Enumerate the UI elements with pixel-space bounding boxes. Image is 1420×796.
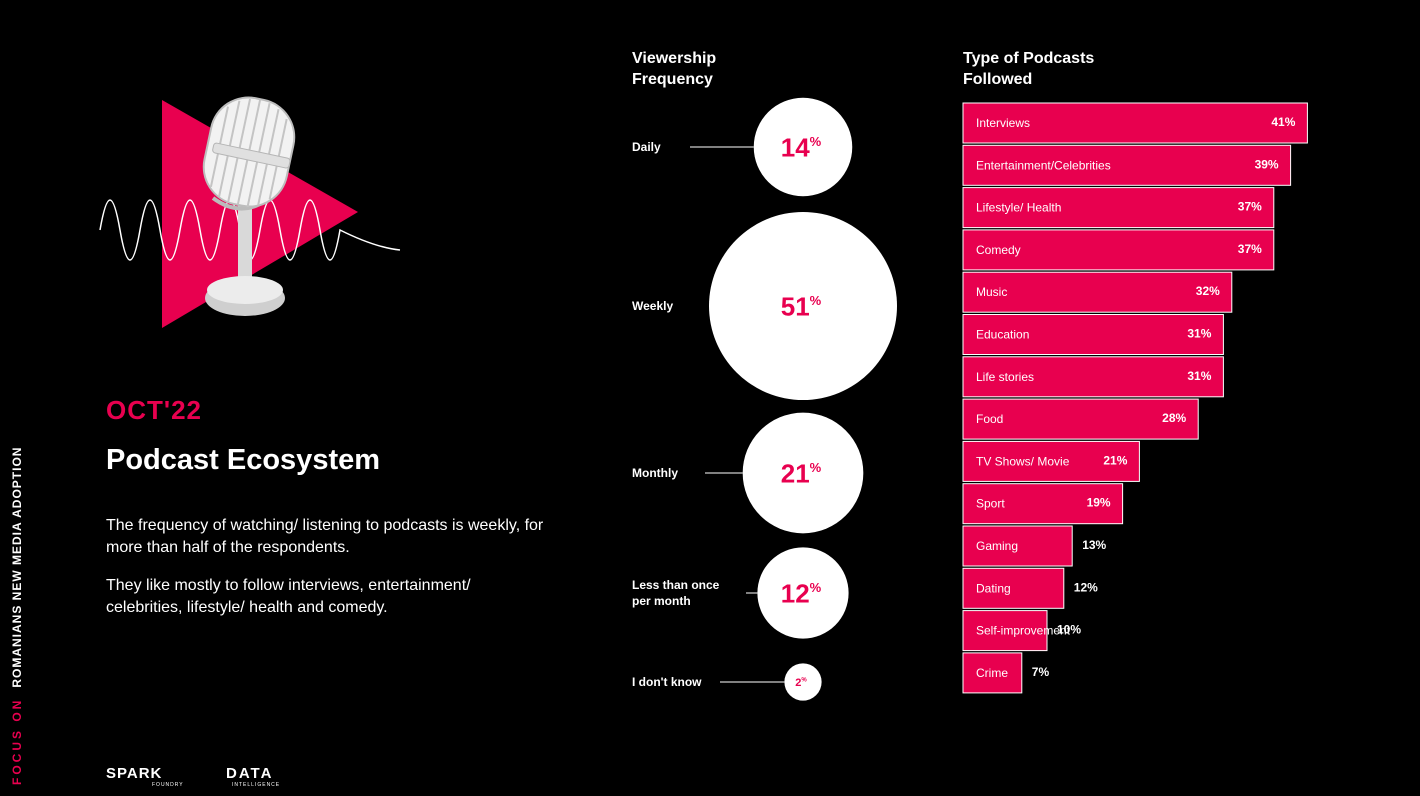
podcast-type-value-5: 31% <box>1187 327 1211 341</box>
podcast-type-label-8: TV Shows/ Movie <box>976 454 1070 468</box>
spark-logo-subtitle: FOUNDRY <box>152 782 184 788</box>
podcast-type-label-4: Music <box>976 285 1007 299</box>
frequency-label-0: Daily <box>632 140 661 154</box>
podcast-type-value-7: 28% <box>1162 411 1186 425</box>
podcast-type-label-1: Entertainment/Celebrities <box>976 158 1111 172</box>
frequency-bubble-0 <box>753 97 853 197</box>
frequency-value-2: 21% <box>781 458 822 488</box>
podcast-type-value-12: 10% <box>1057 623 1081 637</box>
summary-paragraph-1: The frequency of watching/ listening to … <box>106 517 544 556</box>
data-logo: DATA <box>226 765 274 782</box>
podcast-type-bar-6 <box>962 356 1224 398</box>
podcast-type-label-2: Lifestyle/ Health <box>976 201 1061 215</box>
podcast-type-label-9: Sport <box>976 497 1005 511</box>
spark-logo: SPARK <box>106 765 163 782</box>
podcast-type-bar-1 <box>962 144 1292 186</box>
podcast-type-bar-3 <box>962 229 1275 271</box>
podcast-type-bar-13 <box>962 652 1023 694</box>
podcast-type-bar-4 <box>962 271 1233 313</box>
summary-paragraph-2: They like mostly to follow interviews, e… <box>106 577 471 616</box>
podcast-type-label-6: Life stories <box>976 370 1034 384</box>
podcast-type-value-0: 41% <box>1271 115 1295 129</box>
frequency-bubble-chart: Daily 14% Weekly 51% Monthly 21% Less than onc… <box>632 97 897 701</box>
podcast-type-label-13: Crime <box>976 666 1008 680</box>
podcast-type-bar-9 <box>962 483 1124 525</box>
podcast-type-value-1: 39% <box>1255 157 1279 171</box>
podcast-type-value-9: 19% <box>1087 496 1111 510</box>
date-label: OCT'22 <box>106 395 202 425</box>
frequency-bubble-2 <box>742 412 864 534</box>
podcast-type-label-10: Gaming <box>976 539 1018 553</box>
podcast-type-label-0: Interviews <box>976 116 1030 130</box>
page-title: Podcast Ecosystem <box>106 444 381 476</box>
frequency-value-0: 14% <box>781 132 822 162</box>
podcast-type-value-3: 37% <box>1238 242 1262 256</box>
microphone-illustration <box>99 96 401 328</box>
podcast-type-value-11: 12% <box>1074 580 1098 594</box>
frequency-bubble-3 <box>757 547 849 639</box>
podcast-type-label-11: Dating <box>976 581 1011 595</box>
podcast-type-value-10: 13% <box>1082 538 1106 552</box>
frequency-value-3: 12% <box>781 578 822 608</box>
side-label-focus: FOCUS ON <box>10 697 24 785</box>
podcast-type-bar-0 <box>962 102 1308 144</box>
side-label: FOCUS ON ROMANIANS NEW MEDIA ADOPTION <box>10 447 24 785</box>
data-logo-subtitle: INTELLIGENCE <box>232 782 281 788</box>
frequency-value-4: 2% <box>795 677 807 689</box>
podcast-type-label-12: Self-improvement <box>976 624 1071 638</box>
frequency-label-3: Less than once per month <box>632 578 720 608</box>
frequency-chart-title: Viewership Frequency <box>632 50 717 88</box>
podcast-type-chart-title: Type of Podcasts Followed <box>963 50 1095 88</box>
podcast-type-value-6: 31% <box>1187 369 1211 383</box>
podcast-type-bar-11 <box>962 567 1065 609</box>
podcast-type-bar-12 <box>962 610 1048 652</box>
frequency-label-4: I don't know <box>632 675 702 689</box>
podcast-type-label-7: Food <box>976 412 1003 426</box>
podcast-type-value-4: 32% <box>1196 284 1220 298</box>
podcast-type-bar-8 <box>962 440 1140 482</box>
frequency-label-2: Monthly <box>632 466 678 480</box>
podcast-type-value-2: 37% <box>1238 200 1262 214</box>
podcast-type-bar-7 <box>962 398 1199 440</box>
frequency-bubble-4 <box>784 663 822 701</box>
frequency-value-1: 51% <box>781 291 822 321</box>
frequency-label-1: Weekly <box>632 299 673 313</box>
microphone-icon <box>202 96 296 316</box>
podcast-type-label-5: Education <box>976 328 1029 342</box>
podcast-type-bar-2 <box>962 187 1275 229</box>
side-label-rest: ROMANIANS NEW MEDIA ADOPTION <box>10 446 24 688</box>
frequency-bubble-1 <box>709 212 897 400</box>
podcast-type-bar-chart: Interviews 41% Entertainment/Celebrities 39… <box>962 102 1308 694</box>
podcast-type-label-3: Comedy <box>976 243 1021 257</box>
podcast-type-value-8: 21% <box>1103 453 1127 467</box>
podcast-type-bar-10 <box>962 525 1073 567</box>
podcast-type-value-13: 7% <box>1032 665 1050 679</box>
podcast-type-bar-5 <box>962 314 1224 355</box>
